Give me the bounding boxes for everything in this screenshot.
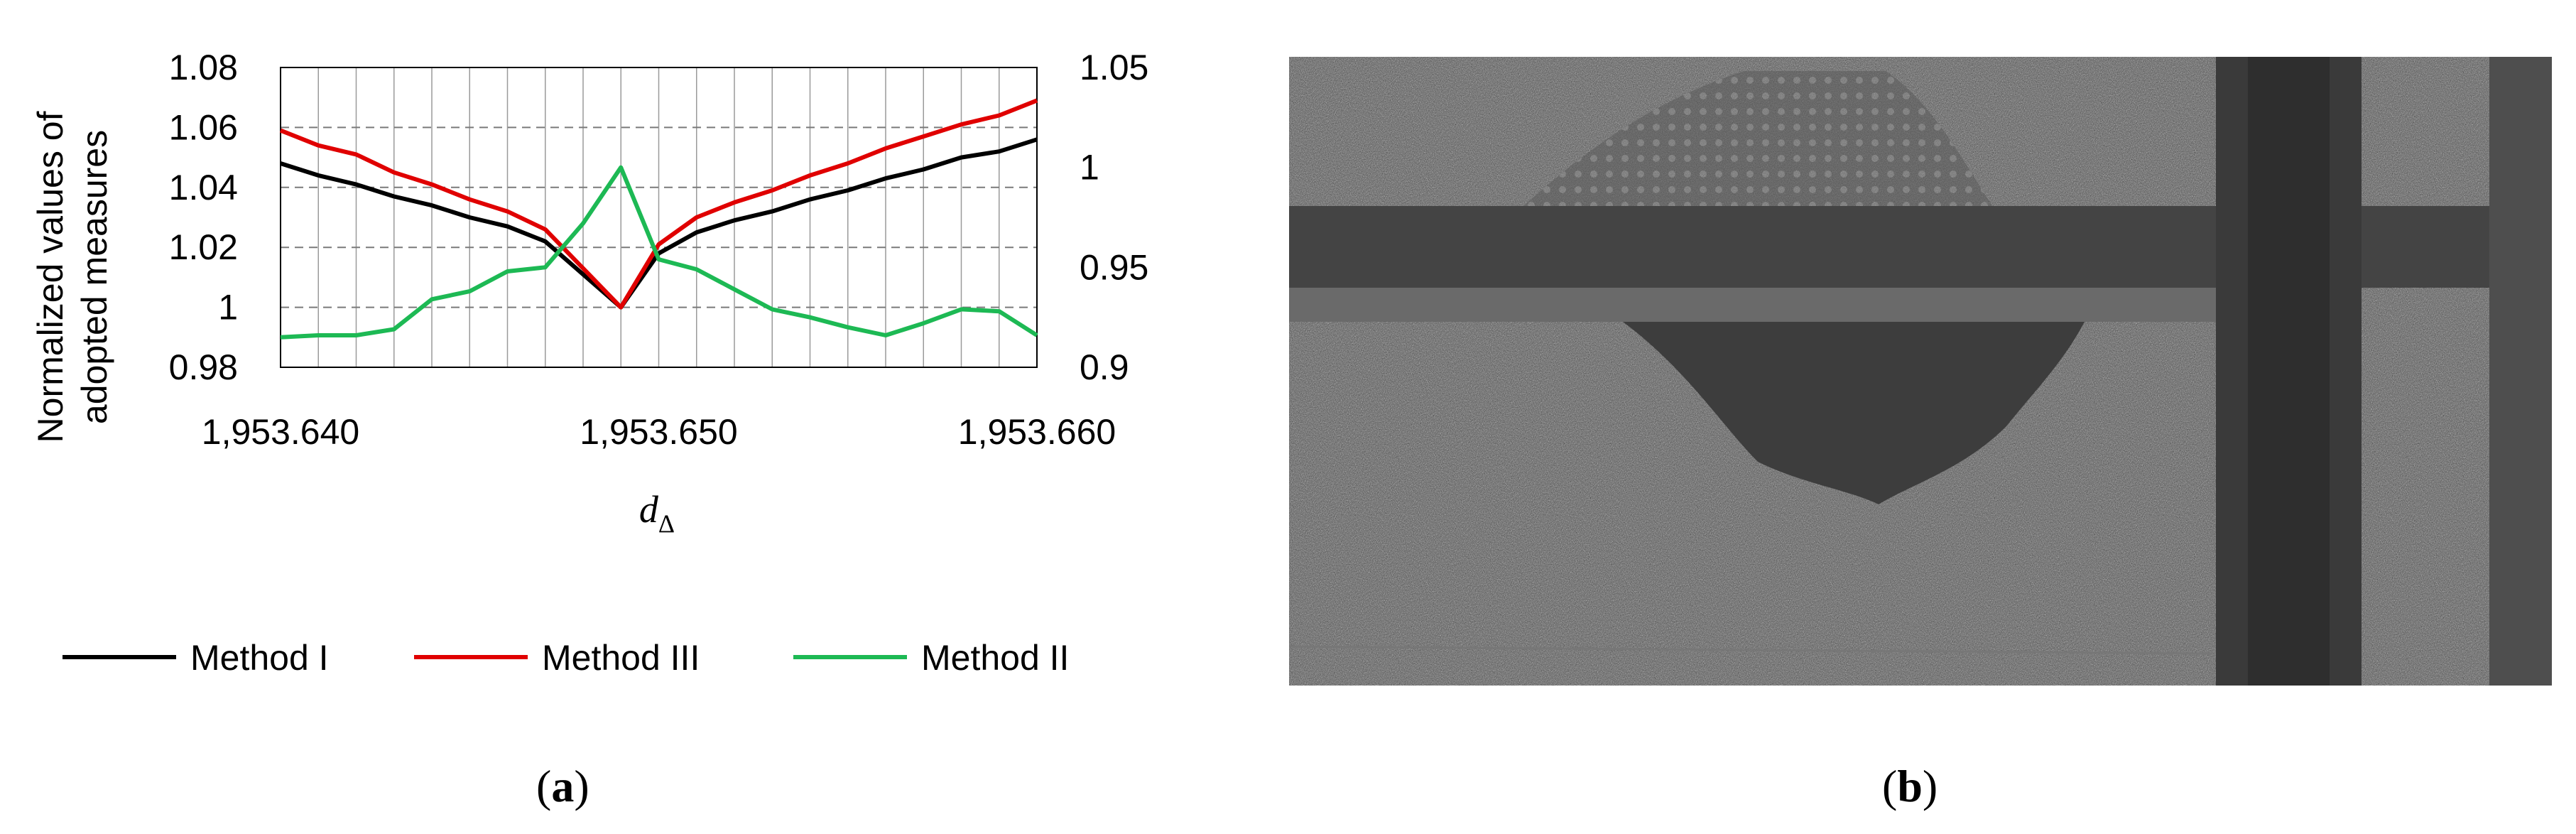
horizontal-gridlines bbox=[281, 126, 1037, 308]
aerial-photo-panel bbox=[1289, 57, 2552, 686]
y-left-tick-label: 1 bbox=[218, 288, 238, 327]
y-left-tick-label: 1.04 bbox=[169, 168, 238, 207]
y-axis-label-line2: adopted measures bbox=[75, 130, 114, 424]
caption-b: (b) bbox=[1882, 761, 1938, 811]
chart-a: 0.98 1 1.02 1.04 1.06 1.08 0.9 0.95 1 1.05 1,953… bbox=[31, 48, 1148, 678]
right-axis-ticks: 0.9 0.95 1 1.05 bbox=[1080, 48, 1148, 387]
caption-b-letter: b bbox=[1897, 761, 1923, 811]
y-left-tick-label: 0.98 bbox=[169, 347, 238, 387]
caption-a-letter: a bbox=[551, 761, 575, 811]
y-left-tick-label: 1.08 bbox=[169, 48, 238, 87]
series-line-method-ii bbox=[280, 165, 1038, 340]
x-tick-label: 1,953.640 bbox=[202, 412, 359, 452]
x-tick-label: 1,953.650 bbox=[580, 412, 737, 452]
series-lines bbox=[279, 98, 1038, 340]
legend: Method I Method III Method II bbox=[63, 638, 1069, 678]
y-left-tick-label: 1.06 bbox=[169, 107, 238, 147]
legend-label: Method III bbox=[542, 638, 700, 678]
y-right-tick-label: 0.95 bbox=[1080, 247, 1148, 287]
y-axis-label-line1: Normalized values of bbox=[31, 111, 70, 443]
caption-a: (a) bbox=[536, 761, 589, 811]
x-axis-label: dΔ bbox=[639, 488, 675, 538]
y-right-tick-label: 1 bbox=[1080, 148, 1099, 188]
series-line-method-i bbox=[280, 137, 1038, 310]
x-tick-label: 1,953.660 bbox=[958, 412, 1116, 452]
plot-frame bbox=[280, 67, 1038, 368]
aerial-photo-icon bbox=[1289, 57, 2552, 686]
y-left-tick-label: 1.02 bbox=[169, 227, 238, 267]
left-axis-ticks: 0.98 1 1.02 1.04 1.06 1.08 bbox=[169, 48, 238, 387]
series-line-method-iii bbox=[279, 98, 1038, 310]
y-right-tick-label: 0.9 bbox=[1080, 347, 1129, 387]
legend-label: Method I bbox=[190, 638, 329, 678]
x-axis-label-main: d bbox=[639, 488, 659, 531]
y-right-tick-label: 1.05 bbox=[1080, 48, 1148, 87]
vertical-gridlines bbox=[317, 67, 1000, 367]
x-axis-label-subscript: Δ bbox=[658, 509, 675, 538]
legend-label: Method II bbox=[921, 638, 1069, 678]
x-axis-ticks: 1,953.640 1,953.650 1,953.660 bbox=[202, 412, 1116, 452]
